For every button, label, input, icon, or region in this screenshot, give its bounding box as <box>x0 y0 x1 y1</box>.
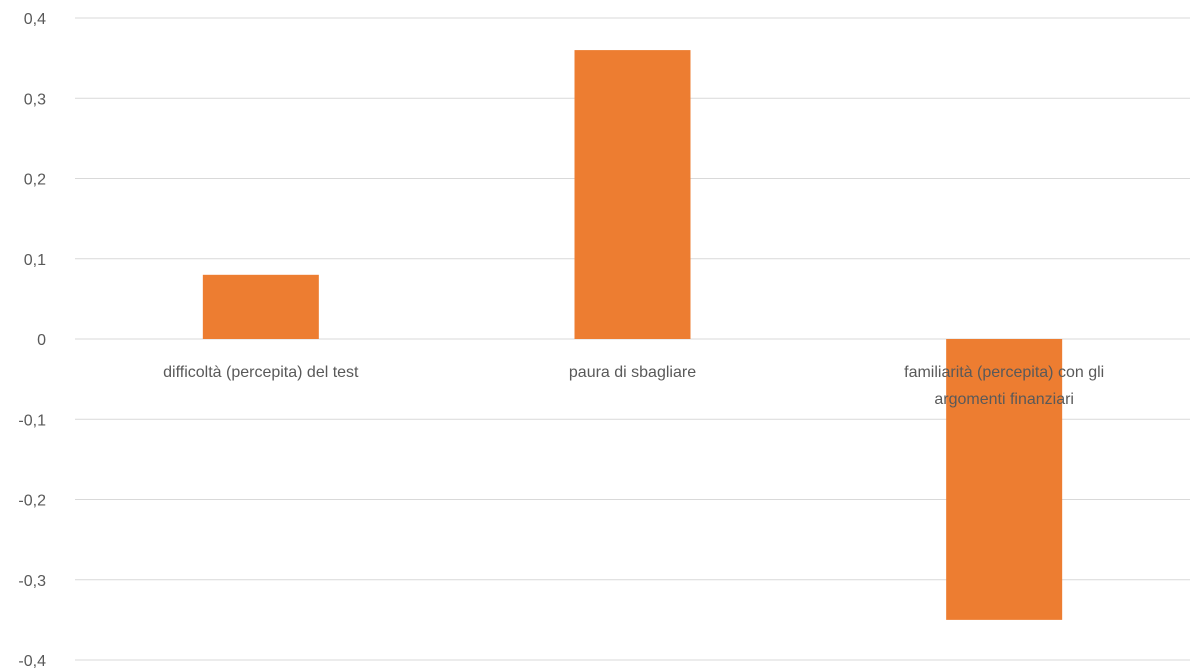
category-label: paura di sbagliare <box>569 364 696 381</box>
bar <box>946 339 1063 620</box>
y-axis-tick-labels: 0,4 0,3 0,2 0,1 0 -0,1 -0,2 -0,3 -0,4 <box>18 11 46 670</box>
bar <box>202 274 319 339</box>
y-tick-label: 0,2 <box>24 172 46 189</box>
y-tick-label: -0,4 <box>18 653 46 670</box>
category-label: difficoltà (percepita) del test <box>163 364 359 381</box>
y-tick-label: -0,3 <box>18 573 46 590</box>
y-tick-label: -0,1 <box>18 412 46 429</box>
category-labels: difficoltà (percepita) del test paura di … <box>163 364 1104 408</box>
bars <box>202 50 1063 620</box>
y-tick-label: 0 <box>37 332 46 349</box>
y-tick-label: 0,4 <box>24 11 46 28</box>
category-label: familiarità (percepita) con gli argomenti… <box>904 364 1104 408</box>
y-tick-label: -0,2 <box>18 493 46 510</box>
y-tick-label: 0,3 <box>24 91 46 108</box>
y-tick-label: 0,1 <box>24 252 46 269</box>
bar <box>574 50 691 339</box>
